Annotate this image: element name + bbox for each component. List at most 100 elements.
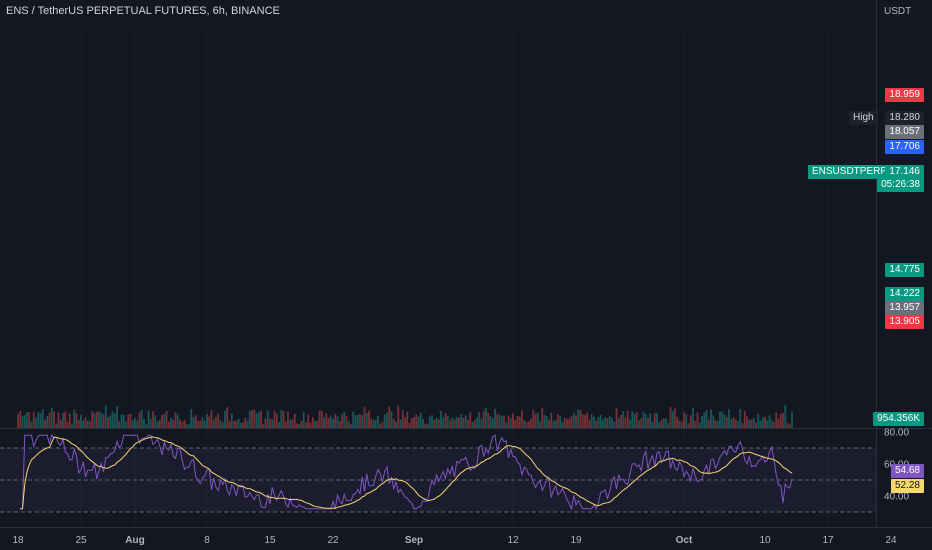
volume-bar [174, 412, 177, 428]
volume-bar [73, 409, 76, 428]
time-axis[interactable]: 18 25 Aug 8 15 22 Sep 12 19 Oct 10 17 24 [12, 535, 897, 546]
volume-bar [626, 410, 629, 428]
volume-bar [116, 406, 118, 428]
volume-bar [669, 406, 672, 428]
volume-bar [390, 411, 393, 428]
volume-bar [557, 414, 559, 428]
volume-bar [86, 420, 89, 428]
symbol-label: ENSUSDTPERP [808, 165, 892, 179]
volume-bar [309, 422, 312, 428]
volume-bar [566, 418, 568, 428]
volume-bar [701, 415, 703, 428]
volume-bar [689, 415, 692, 428]
volume-bar [642, 412, 645, 428]
volume-bar [395, 421, 397, 428]
volume-bar [320, 410, 323, 428]
volume-bar [624, 417, 627, 428]
volume-bar [550, 412, 553, 428]
volume-bar [638, 420, 640, 428]
volume-bar [473, 419, 476, 428]
volume-bar [345, 415, 348, 428]
time-tick-label: Oct [676, 535, 693, 546]
volume-bar [451, 417, 454, 428]
volume-bar [460, 414, 463, 428]
volume-bar [307, 414, 310, 428]
volume-bar [158, 419, 161, 428]
volume-bar [230, 413, 233, 428]
volume-bar [201, 417, 204, 428]
volume-bar [788, 424, 791, 428]
volume-bar [588, 419, 591, 428]
volume-bar [341, 414, 343, 428]
volume-bar [32, 412, 35, 428]
volume-bar [154, 415, 157, 428]
volume-bar [494, 409, 496, 428]
volume-bar [111, 411, 114, 428]
volume-bar [242, 422, 244, 428]
volume-bar [323, 417, 325, 428]
volume-bar [318, 410, 321, 428]
volume-bar [658, 422, 661, 428]
rsi-tick-label: 40.00 [884, 492, 909, 503]
volume-bar [694, 421, 697, 428]
volume-bar [113, 413, 116, 428]
volume-bar [282, 410, 285, 428]
time-tick-label: 18 [12, 535, 24, 546]
volume-bar [48, 412, 51, 428]
volume-bar [487, 412, 490, 428]
volume-bar [212, 419, 215, 428]
volume-bar [617, 418, 620, 428]
volume-bar [586, 412, 589, 428]
volume-bar [622, 411, 625, 428]
volume-bar [165, 410, 168, 428]
volume-bar [602, 419, 604, 428]
volume-bar [608, 416, 611, 428]
volume-bar [120, 414, 123, 428]
volume-bar [109, 415, 112, 428]
volume-bar [620, 415, 622, 428]
volume-bar [467, 419, 469, 428]
volume-bar [129, 413, 132, 428]
volume-bar [352, 411, 355, 428]
volume-bar [561, 421, 564, 428]
entry-price-tag: 18.057 [885, 125, 924, 139]
volume-bar [518, 416, 521, 428]
volume-bar [365, 413, 368, 428]
volume-bar [217, 413, 220, 428]
volume-bar [732, 417, 735, 428]
volume-bar [773, 422, 775, 428]
volume-bar [163, 413, 166, 428]
volume-bar [311, 416, 314, 428]
volume-bar [739, 409, 742, 428]
volume-bar [712, 415, 715, 428]
volume-bar [687, 423, 690, 428]
volume-bar [476, 417, 478, 428]
volume-bar [437, 419, 440, 428]
volume-bar [572, 412, 575, 428]
volume-bar [633, 413, 636, 428]
volume-bar [257, 412, 260, 428]
volume-bar [287, 411, 289, 428]
volume-bar [615, 408, 618, 428]
volume-bar [239, 422, 242, 428]
price-axis[interactable]: 20.00018.00016.00015.00014.00013.00012.0… [884, 0, 915, 17]
volume-bar [210, 410, 213, 428]
volume-bar [140, 409, 143, 428]
volume-bar [354, 415, 357, 428]
volume-bar [397, 405, 400, 428]
high-label: High [849, 111, 878, 125]
volume-bar [75, 413, 78, 428]
volume-bar [629, 419, 631, 428]
volume-bar [327, 417, 330, 428]
volume-bar [516, 416, 519, 428]
volume-bar [347, 421, 350, 428]
volume-bar [698, 422, 701, 428]
volume-bar [55, 423, 58, 428]
volume-bar [399, 419, 402, 428]
volume-bar [417, 416, 420, 428]
volume-bar [482, 411, 485, 428]
high-price-tag: 18.280 [885, 111, 924, 125]
volume-bar [316, 420, 319, 428]
volume-bar [35, 417, 37, 428]
